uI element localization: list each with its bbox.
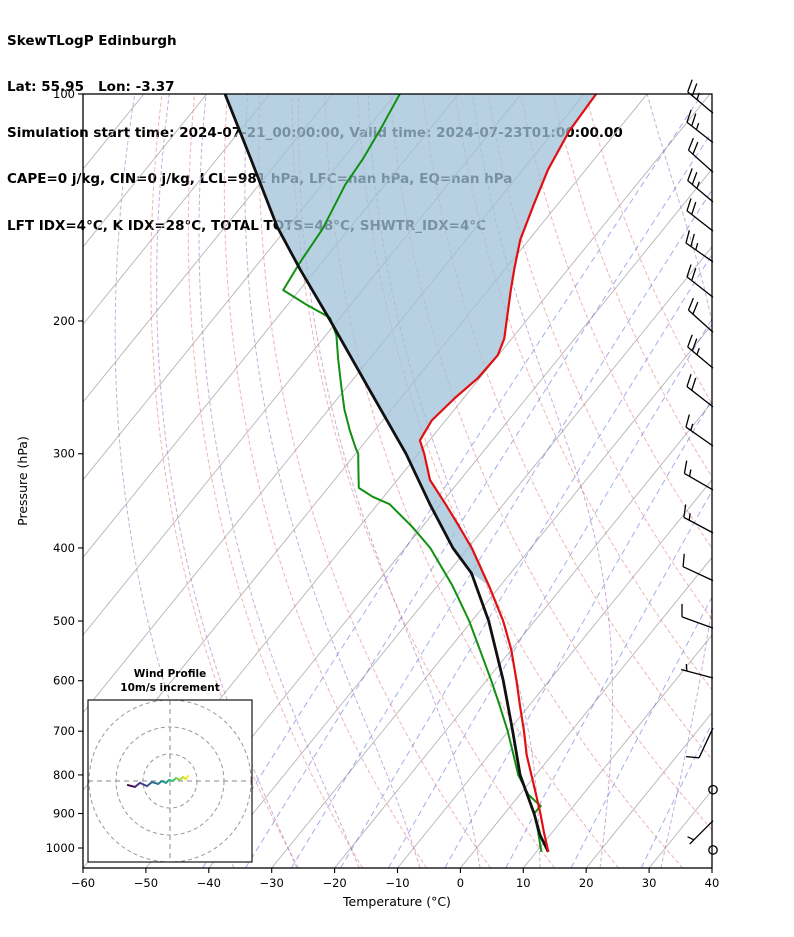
hodograph-ring	[88, 700, 252, 862]
y-tick-label: 800	[53, 768, 75, 782]
y-tick-label: 300	[53, 447, 75, 461]
wind-barb	[687, 168, 714, 203]
wind-barb	[687, 820, 714, 845]
y-tick-label: 1000	[46, 841, 75, 855]
wind-barb	[681, 603, 714, 629]
hodograph-ring	[142, 753, 198, 809]
wind-barb	[686, 109, 714, 144]
hodograph-trace	[126, 774, 190, 788]
wind-barb	[708, 845, 718, 855]
lat-lon-line: Lat: 55.95 Lon: -3.37	[7, 79, 175, 96]
wind-barb	[683, 460, 714, 491]
hodograph-ring	[115, 726, 225, 836]
x-tick-label: 20	[579, 876, 594, 890]
x-tick-label: −20	[322, 876, 346, 890]
cape-shade-region	[225, 94, 597, 586]
temperature-curve	[418, 94, 597, 853]
dewpoint-curve	[282, 94, 543, 853]
x-tick-label: 30	[642, 876, 657, 890]
wind-barb	[683, 504, 714, 534]
wind-barb	[685, 230, 714, 263]
x-tick-label: 40	[705, 876, 720, 890]
hodograph-subtitle: 10m/s increment	[120, 682, 219, 694]
x-tick-label: 10	[516, 876, 531, 890]
wind-barb	[708, 784, 718, 795]
axis-ticks: −60 −50 −40 −30 −20 −10 0 10 20 30 40 100 200 300 400 5…	[46, 87, 720, 890]
x-tick-label: −60	[71, 876, 95, 890]
hodograph-frame	[87, 699, 253, 863]
y-tick-label: 600	[53, 674, 75, 688]
wind-barb	[686, 727, 714, 759]
y-tick-label: 200	[53, 314, 75, 328]
y-tick-label: 500	[53, 614, 75, 628]
figure-title: SkewTLogP Edinburgh	[7, 32, 177, 49]
wind-barb	[687, 297, 714, 333]
plot-area	[83, 94, 712, 868]
y-tick-label: 700	[53, 724, 75, 738]
wind-barb	[680, 663, 714, 679]
wind-barb	[687, 334, 714, 369]
wind-barbs	[680, 79, 718, 855]
y-axis-label: Pressure (hPa)	[15, 436, 30, 526]
wind-barb	[687, 79, 714, 114]
x-tick-label: 0	[457, 876, 464, 890]
wind-barb	[687, 137, 714, 173]
wind-barb	[686, 198, 714, 232]
wind-barb	[686, 264, 714, 298]
y-tick-label: 900	[53, 806, 75, 820]
hodograph-inset	[87, 699, 253, 863]
x-tick-label: −40	[197, 876, 221, 890]
parcel-curve	[223, 94, 550, 853]
x-tick-label: −10	[385, 876, 409, 890]
x-axis-label: Temperature (°C)	[342, 894, 451, 909]
y-tick-label: 400	[53, 541, 75, 555]
hodograph-title: Wind Profile	[134, 668, 206, 680]
wind-barb	[685, 414, 714, 447]
x-tick-label: −50	[134, 876, 158, 890]
wind-barb	[686, 374, 714, 408]
wind-barb	[682, 553, 714, 582]
mixing-ratio-lines	[202, 94, 712, 868]
dry-adiabats	[150, 94, 712, 868]
y-tick-label: 100	[53, 87, 75, 101]
x-tick-label: −30	[260, 876, 284, 890]
